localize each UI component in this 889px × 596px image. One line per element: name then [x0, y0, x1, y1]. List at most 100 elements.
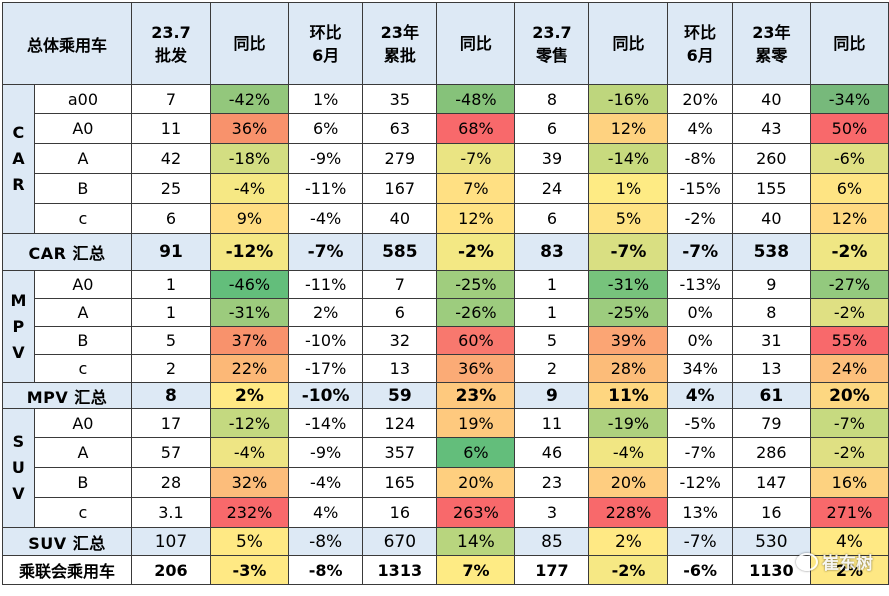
group-label-text: M P V [10, 290, 27, 362]
data-cell: 0% [667, 326, 733, 355]
data-cell: -27% [809, 270, 889, 299]
data-cell: 5 [131, 326, 211, 355]
data-cell: 39 [514, 143, 590, 174]
data-cell: -7% [436, 143, 516, 174]
data-cell: -11% [288, 173, 364, 204]
data-cell: -12% [209, 408, 290, 438]
column-header: 同比 [209, 2, 290, 85]
data-cell: -4% [288, 203, 364, 234]
data-cell: 11 [514, 408, 590, 438]
group-label: C A R [2, 84, 35, 234]
data-cell: 7 [131, 84, 211, 114]
data-cell: 25 [131, 173, 211, 204]
corner-header: 总体乘用车 [1, 2, 133, 85]
data-cell: 5 [514, 326, 590, 355]
data-cell: 36% [209, 113, 290, 144]
subtotal-cell: -10% [288, 382, 364, 409]
segment-label: A0 [33, 113, 133, 144]
column-header: 环比 6月 [288, 2, 364, 85]
data-cell: 0% [667, 298, 733, 327]
subtotal-cell: 4% [667, 382, 733, 409]
subtotal-cell: 2% [209, 382, 290, 409]
data-cell: 9% [209, 203, 290, 234]
data-cell: 271% [809, 497, 889, 528]
data-cell: -4% [288, 467, 364, 498]
data-cell: 2% [288, 298, 364, 327]
column-header: 23年 累批 [362, 2, 438, 85]
data-cell: 55% [809, 326, 889, 355]
table-row: S U V A0 17 -12% -14% 124 19% 11 -19% -5% 79 -7% [2, 408, 889, 528]
subtotal-cell: -12% [209, 233, 290, 271]
data-cell: -15% [667, 173, 733, 204]
wechat-icon [796, 553, 818, 571]
data-cell: -12% [667, 467, 733, 498]
data-cell: -9% [288, 143, 364, 174]
column-header-line2: 累零 [755, 45, 788, 65]
data-cell: 23 [514, 467, 590, 498]
table-row: B 5 37% -10% 32 60% 5 39% 0% 31 55% [3, 326, 889, 355]
data-cell: -4% [209, 437, 290, 468]
data-cell: 40 [362, 203, 438, 234]
data-cell: 16 [362, 497, 438, 528]
data-cell: 357 [362, 437, 438, 468]
data-cell: 260 [731, 143, 811, 174]
data-cell: 32 [362, 326, 438, 355]
grand-total-cell: 7% [436, 555, 516, 585]
column-header: 同比 [809, 2, 889, 85]
data-cell: 8 [731, 298, 811, 327]
subtotal-cell: -2% [809, 233, 889, 271]
data-cell: 35 [362, 84, 438, 114]
data-cell: 4% [288, 497, 364, 528]
data-cell: -7% [667, 437, 733, 468]
data-cell: 1% [288, 84, 364, 114]
data-cell: -6% [809, 143, 889, 174]
subtotal-row: SUV 汇总 107 5% -8% 670 14% 85 2% -7% 530 4% [1, 527, 889, 556]
data-cell: -26% [436, 298, 516, 327]
table-row: M P V A0 1 -46% -11% 7 -25% 1 -31% -13% 9 -27% [2, 270, 889, 383]
subtotal-cell: 5% [209, 527, 290, 556]
subtotal-cell: 91 [131, 233, 211, 271]
subtotal-cell: 61 [731, 382, 811, 409]
data-cell: -5% [667, 408, 733, 438]
data-cell: -18% [209, 143, 290, 174]
column-header-line1: 23.7 [151, 22, 191, 42]
subtotal-cell: 2% [588, 527, 669, 556]
data-cell: 40 [731, 203, 811, 234]
subtotal-cell: 8 [131, 382, 211, 409]
subtotal-cell: 23% [436, 382, 516, 409]
data-cell: 50% [809, 113, 889, 144]
table-row: c 3.1 232% 4% 16 263% 3 228% 13% 16 271% [3, 497, 889, 528]
watermark-text: 崔东树 [822, 554, 873, 574]
data-cell: 2 [514, 354, 590, 383]
data-cell: 1% [588, 173, 669, 204]
data-cell: 39% [588, 326, 669, 355]
table-row: A0 11 36% 6% 63 68% 6 12% 4% 43 50% [3, 113, 889, 144]
data-cell: 6% [809, 173, 889, 204]
subtotal-cell: 11% [588, 382, 669, 409]
data-cell: -34% [809, 84, 889, 114]
column-header: 同比 [588, 2, 669, 85]
data-cell: -13% [667, 270, 733, 299]
grand-total-cell: -8% [288, 555, 364, 585]
data-cell: -10% [288, 326, 364, 355]
data-cell: -2% [667, 203, 733, 234]
data-cell: 3 [514, 497, 590, 528]
data-cell: -9% [288, 437, 364, 468]
grand-total-cell: -3% [209, 555, 290, 585]
grand-total-cell: 2% [809, 555, 889, 585]
column-header-line2: 累批 [383, 45, 416, 65]
subtotal-cell: 85 [514, 527, 590, 556]
subtotal-cell: 585 [362, 233, 438, 271]
segment-label: c [33, 497, 133, 528]
column-header: 23年 累零 [731, 2, 811, 85]
column-header-line2: 零售 [535, 45, 568, 65]
data-cell: -46% [209, 270, 290, 299]
column-header-line1: 同比 [233, 34, 266, 53]
data-cell: -48% [436, 84, 516, 114]
data-cell: 12% [436, 203, 516, 234]
data-cell: 8 [514, 84, 590, 114]
data-cell: -8% [667, 143, 733, 174]
data-cell: 263% [436, 497, 516, 528]
subtotal-cell: -7% [588, 233, 669, 271]
data-cell: 155 [731, 173, 811, 204]
